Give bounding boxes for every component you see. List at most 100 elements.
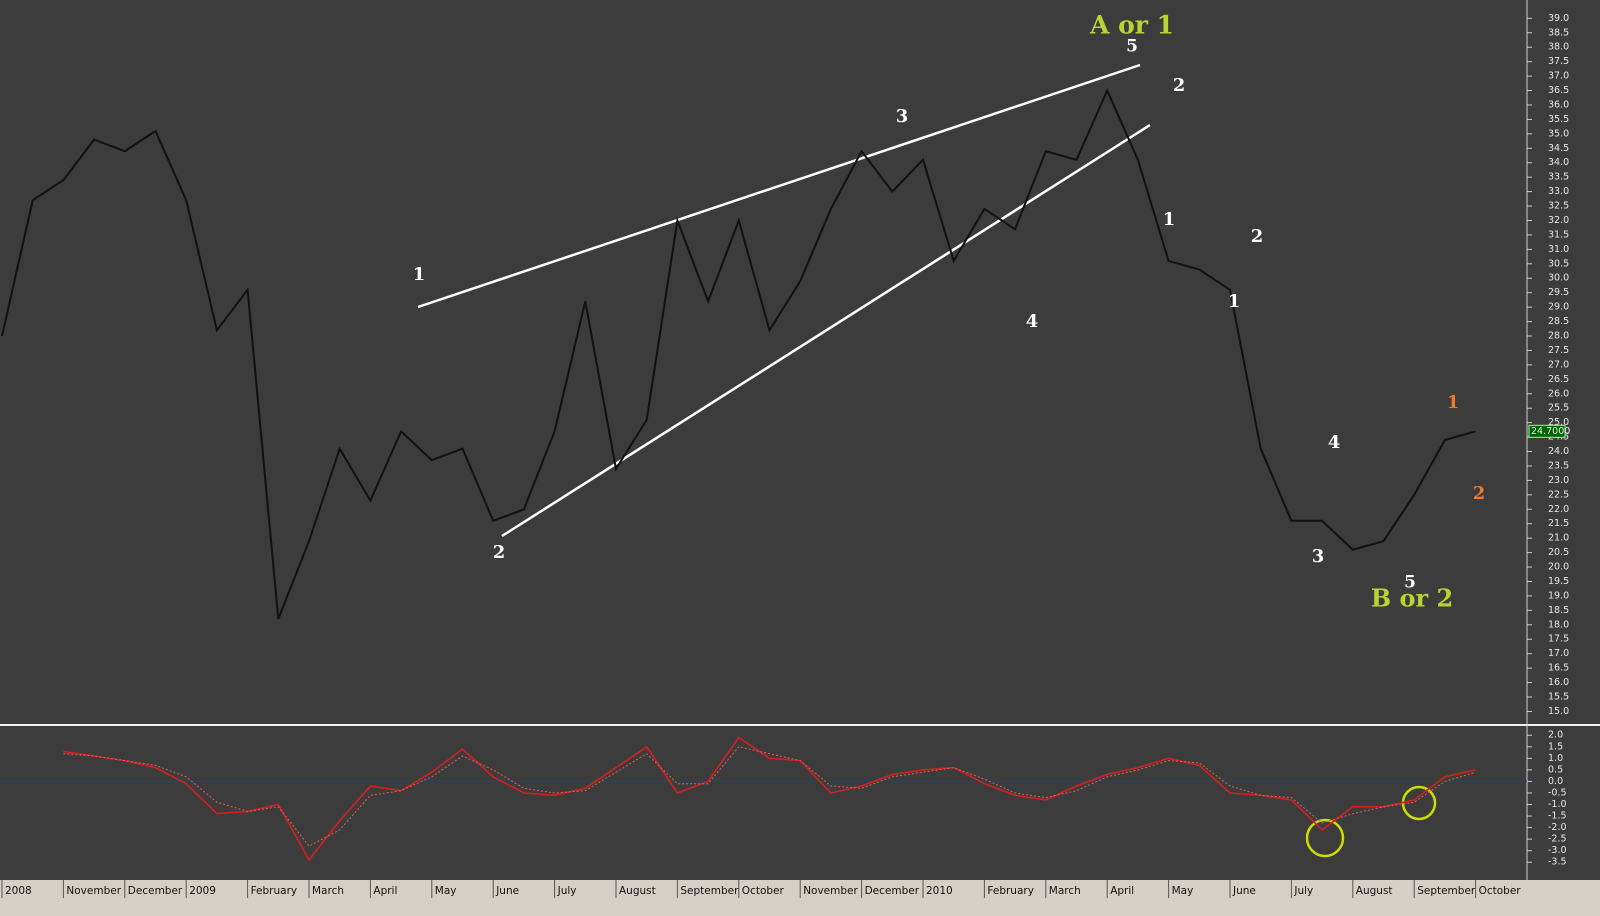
y-tick-label: 23.0 [1548, 475, 1569, 486]
wave-label: 2 [1251, 226, 1264, 247]
wave-label: 4 [1026, 311, 1039, 332]
y-tick-label: 27.0 [1548, 359, 1569, 370]
y-tick-label: 25.5 [1548, 403, 1569, 414]
y-tick-label: 1.5 [1548, 741, 1563, 752]
last-price-box [1528, 424, 1566, 438]
x-tick-label: October [742, 885, 785, 897]
x-tick-label: September [1417, 885, 1476, 897]
trendline [501, 123, 1151, 538]
y-tick-label: 19.5 [1548, 576, 1569, 587]
x-tick-label: December [865, 885, 920, 897]
y-tick-label: 24.0 [1548, 446, 1569, 457]
y-tick-label: 29.5 [1548, 287, 1569, 298]
x-tick-label: February [987, 885, 1034, 897]
x-tick-label: December [128, 885, 183, 897]
y-tick-label: 18.0 [1548, 619, 1569, 630]
y-tick-label: 26.0 [1548, 388, 1569, 399]
x-tick-label: March [1049, 885, 1081, 897]
y-tick-label: 21.0 [1548, 533, 1569, 544]
wave-label: 4 [1328, 432, 1341, 453]
y-tick-label: 16.0 [1548, 677, 1569, 688]
y-tick-label: 1.0 [1548, 753, 1563, 764]
y-tick-label: 34.5 [1548, 143, 1569, 154]
y-tick-label: 30.5 [1548, 258, 1569, 269]
y-tick-label: 37.5 [1548, 56, 1569, 67]
x-tick-label: August [619, 885, 656, 897]
highlight-circle [1305, 818, 1345, 858]
x-tick-label: 2009 [189, 885, 216, 897]
y-tick-label: -2.0 [1548, 822, 1567, 833]
y-tick-label: 31.5 [1548, 229, 1569, 240]
y-tick-label: 34.0 [1548, 157, 1569, 168]
y-tick-label: 29.0 [1548, 302, 1569, 313]
y-tick-label: 21.5 [1548, 518, 1569, 529]
x-tick-label: May [435, 885, 457, 897]
y-tick-label: 22.5 [1548, 489, 1569, 500]
y-tick-label: 32.0 [1548, 215, 1569, 226]
y-tick-label: 38.0 [1548, 42, 1569, 53]
x-tick-label: October [1479, 885, 1522, 897]
x-tick-label: November [803, 885, 858, 897]
y-tick-label: 15.0 [1548, 706, 1569, 717]
wave-label: 2 [493, 542, 506, 563]
wave-label: 3 [1312, 546, 1325, 567]
x-tick-label: April [1110, 885, 1134, 897]
wave-label: 5 [1126, 37, 1138, 57]
y-tick-label: 20.5 [1548, 547, 1569, 558]
y-tick-label: 23.5 [1548, 460, 1569, 471]
wave-label: 2 [1173, 75, 1186, 96]
y-tick-label: 25.0 [1548, 417, 1569, 428]
y-tick-label: 32.5 [1548, 201, 1569, 212]
x-tick-label: May [1172, 885, 1194, 897]
y-tick-label: 18.5 [1548, 605, 1569, 616]
y-tick-label: -2.5 [1548, 834, 1567, 845]
x-tick-label: June [495, 885, 519, 897]
y-tick-label: 39.0 [1548, 13, 1569, 24]
x-tick-label: July [1293, 885, 1313, 897]
y-tick-label: 38.5 [1548, 27, 1569, 38]
wave-label: 3 [896, 106, 909, 127]
last-price-label: 24.7000 [1531, 426, 1570, 437]
x-tick-label: November [66, 885, 121, 897]
y-tick-label: 36.5 [1548, 85, 1569, 96]
x-tick-label: August [1356, 885, 1393, 897]
x-tick-label: February [251, 885, 298, 897]
y-tick-label: 19.0 [1548, 590, 1569, 601]
wave-label: 2 [1473, 483, 1486, 504]
price-line [1, 88, 1476, 620]
y-tick-label: 2.0 [1548, 730, 1563, 741]
y-tick-label: 22.0 [1548, 504, 1569, 515]
y-tick-label: 15.5 [1548, 692, 1569, 703]
y-tick-label: 0.5 [1548, 764, 1563, 775]
y-tick-label: 28.5 [1548, 316, 1569, 327]
wave-label: 1 [413, 264, 426, 285]
y-tick-label: 16.5 [1548, 663, 1569, 674]
wave-label: 1 [1163, 209, 1176, 230]
y-tick-label: 17.0 [1548, 648, 1569, 659]
oscillator-line [63, 746, 1476, 847]
y-tick-label: 20.0 [1548, 562, 1569, 573]
y-tick-label: -0.5 [1548, 787, 1567, 798]
y-tick-label: 30.0 [1548, 273, 1569, 284]
y-tick-label: 26.5 [1548, 374, 1569, 385]
y-tick-label: 36.0 [1548, 99, 1569, 110]
x-tick-label: June [1232, 885, 1256, 897]
wave-label: 5 [1404, 573, 1416, 593]
y-tick-label: 33.5 [1548, 172, 1569, 183]
y-tick-label: 0.0 [1548, 776, 1563, 787]
oscillator-line [63, 736, 1476, 862]
x-tick-label: 2010 [926, 885, 953, 897]
wave-label: B or 2 [1371, 584, 1453, 613]
y-tick-label: 27.5 [1548, 345, 1569, 356]
y-tick-label: -1.5 [1548, 811, 1567, 822]
x-tick-label: March [312, 885, 344, 897]
x-tick-label: September [680, 885, 739, 897]
y-tick-label: 37.0 [1548, 71, 1569, 82]
wave-label: 1 [1447, 392, 1460, 413]
wave-label: A or 1 [1089, 11, 1174, 40]
y-tick-label: 35.5 [1548, 114, 1569, 125]
y-tick-label: 31.0 [1548, 244, 1569, 255]
y-tick-label: -1.0 [1548, 799, 1567, 810]
x-tick-label: July [557, 885, 577, 897]
